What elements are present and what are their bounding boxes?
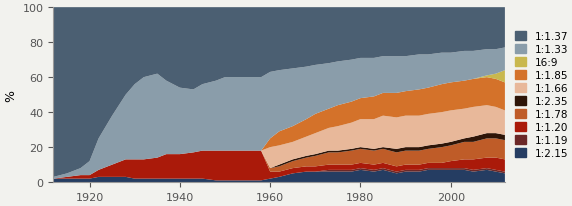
- Y-axis label: %: %: [4, 89, 17, 101]
- Legend: 1:1.37, 1:1.33, 16:9, 1:1.85, 1:1.66, 1:2.35, 1:1.78, 1:1.20, 1:1.19, 1:2.15: 1:1.37, 1:1.33, 16:9, 1:1.85, 1:1.66, 1:…: [515, 32, 568, 158]
